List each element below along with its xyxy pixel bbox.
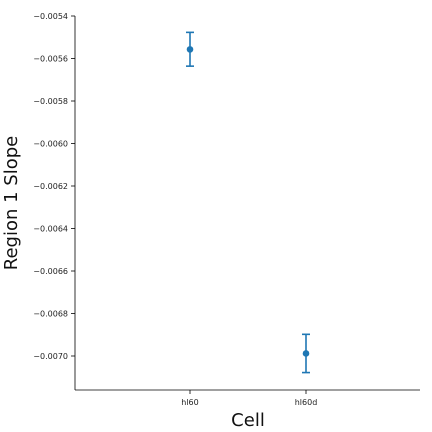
data-point (302, 350, 310, 357)
y-axis-ticks: −0.0054 −0.0056 −0.0058 −0.0060 −0.0062 −0.00… (33, 12, 75, 361)
y-tick-label: −0.0068 (33, 310, 68, 319)
y-tick-label: −0.0058 (33, 97, 68, 106)
y-tick-label: −0.0064 (33, 225, 68, 234)
y-tick-label: −0.0066 (33, 267, 68, 276)
x-tick-label: hl60d (295, 398, 318, 407)
y-tick-label: −0.0060 (33, 140, 68, 149)
y-axis-label: Region 1 Slope (1, 136, 22, 270)
y-tick-label: −0.0062 (33, 182, 68, 191)
y-tick-label: −0.0070 (33, 352, 68, 361)
y-tick-label: −0.0054 (33, 12, 68, 21)
x-axis-ticks: hl60 hl60d (181, 390, 317, 407)
x-tick-label: hl60 (181, 398, 198, 407)
data-point (186, 46, 194, 53)
y-tick-label: −0.0056 (33, 55, 68, 64)
data-marks (186, 31, 310, 374)
x-axis-label: Cell (231, 410, 265, 431)
